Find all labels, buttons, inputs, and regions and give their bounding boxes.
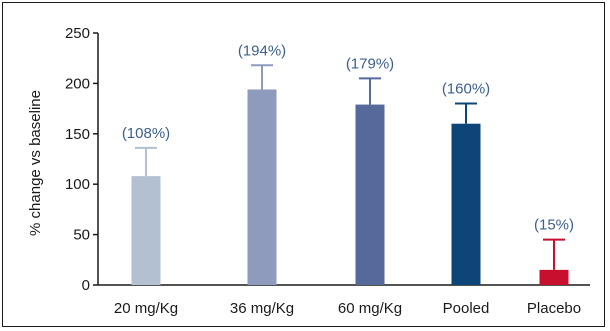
y-tick-label: 150 <box>65 126 90 143</box>
data-label: (108%) <box>122 125 170 142</box>
bar <box>451 123 481 285</box>
bar <box>247 89 277 285</box>
y-axis-label: % change vs baseline <box>27 90 44 236</box>
category-label: Placebo <box>527 300 581 317</box>
category-label: 60 mg/Kg <box>338 300 402 317</box>
axes: 0 50 100 150 200 250 <box>65 25 590 294</box>
labels: (108%) 20 mg/Kg (194%) 36 mg/Kg (179%) 60 mg/… <box>114 42 581 317</box>
bar <box>131 176 161 285</box>
bars <box>131 64 569 286</box>
y-tick-label: 0 <box>82 277 90 294</box>
y-tick-label: 50 <box>73 227 90 244</box>
y-tick-label: 100 <box>65 176 90 193</box>
bar <box>355 104 385 286</box>
data-label: (194%) <box>238 42 286 59</box>
data-label: (15%) <box>534 217 574 234</box>
y-tick-label: 200 <box>65 75 90 92</box>
category-label: 36 mg/Kg <box>230 300 294 317</box>
chart-frame <box>2 2 605 327</box>
y-tick-label: 250 <box>65 25 90 42</box>
data-label: (179%) <box>346 55 394 72</box>
bar <box>539 269 569 285</box>
data-label: (160%) <box>442 81 490 98</box>
category-label: Pooled <box>443 300 490 317</box>
category-label: 20 mg/Kg <box>114 300 178 317</box>
